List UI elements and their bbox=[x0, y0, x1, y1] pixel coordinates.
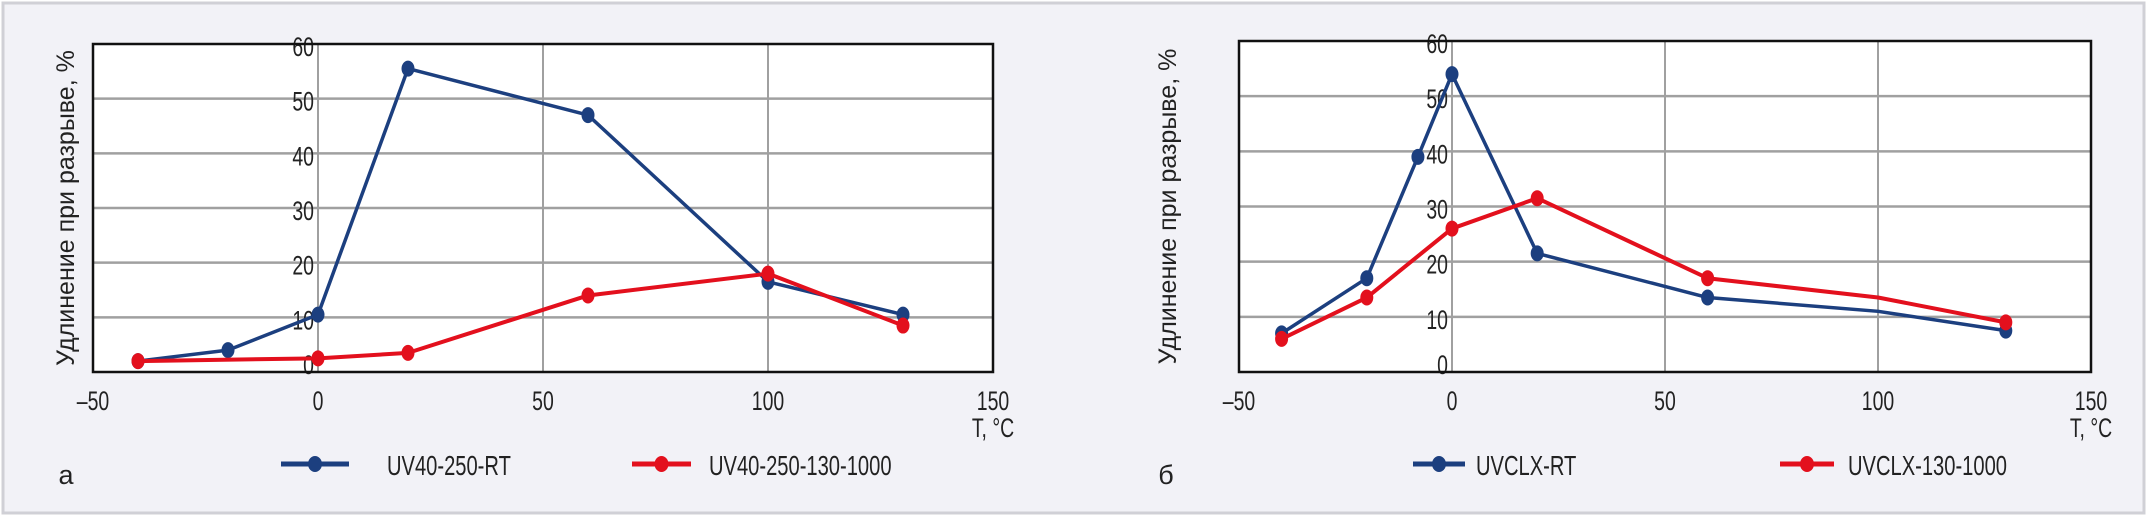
data-point bbox=[1411, 148, 1425, 165]
panel-label: а bbox=[58, 460, 74, 490]
x-tick-label: 100 bbox=[1862, 386, 1894, 416]
legend-label-1: UVCLX-130-1000 bbox=[1848, 451, 2007, 482]
data-point bbox=[1445, 220, 1459, 237]
data-point bbox=[131, 353, 145, 370]
y-tick-label: 40 bbox=[1426, 139, 1448, 169]
y-tick-label: 10 bbox=[1426, 305, 1448, 335]
y-tick-label: 40 bbox=[292, 141, 314, 171]
x-tick-label: 0 bbox=[1447, 386, 1458, 416]
legend-marker-0 bbox=[308, 456, 322, 472]
legend-label-0: UV40-250-RT bbox=[387, 451, 511, 482]
data-point bbox=[1701, 289, 1715, 306]
data-point bbox=[896, 306, 910, 323]
legend-marker-1 bbox=[654, 456, 669, 472]
x-tick-label: 150 bbox=[2075, 386, 2107, 416]
y-axis-title: Удлинение при разрыве, % bbox=[52, 50, 80, 366]
data-point bbox=[1360, 289, 1374, 306]
data-point bbox=[1275, 330, 1289, 347]
data-point bbox=[1999, 314, 2013, 331]
series-line-0 bbox=[1280, 72, 2007, 335]
data-point bbox=[896, 317, 910, 334]
y-tick-label: 20 bbox=[1426, 250, 1448, 280]
data-point bbox=[761, 265, 775, 282]
x-tick-label: –50 bbox=[77, 386, 109, 416]
plot-border bbox=[1237, 39, 2093, 374]
x-tick-label: 0 bbox=[313, 386, 324, 416]
plot-border bbox=[91, 42, 995, 374]
x-tick-label: 50 bbox=[532, 386, 554, 416]
panel-label: б bbox=[1158, 460, 1173, 490]
y-tick-label: 30 bbox=[1426, 194, 1448, 224]
data-point bbox=[1701, 270, 1715, 287]
y-tick-label: 60 bbox=[1426, 29, 1448, 59]
data-point bbox=[1530, 245, 1544, 262]
data-point bbox=[401, 344, 415, 361]
y-tick-label: 50 bbox=[1426, 84, 1448, 114]
data-point bbox=[1530, 190, 1544, 207]
x-axis-title: T, °C bbox=[972, 413, 1014, 443]
data-point bbox=[1445, 66, 1459, 83]
chart-panel-1: –50 0 50 100 150 0 10 20 30 40 50 60 UVCLX-RT UVCLX-1… bbox=[1154, 29, 2112, 490]
data-point bbox=[1360, 270, 1374, 287]
y-tick-label: 20 bbox=[292, 251, 314, 281]
legend-label-0: UVCLX-RT bbox=[1476, 451, 1576, 482]
legend-label-1: UV40-250-130-1000 bbox=[709, 451, 892, 482]
y-tick-label: 50 bbox=[292, 87, 314, 117]
x-tick-label: –50 bbox=[1223, 386, 1255, 416]
y-tick-label: 0 bbox=[303, 350, 314, 380]
data-point bbox=[401, 60, 415, 77]
y-axis-title: Удлинение при разрыве, % bbox=[1154, 49, 1182, 365]
y-tick-label: 30 bbox=[292, 196, 314, 226]
y-tick-label: 60 bbox=[292, 32, 314, 62]
data-point bbox=[311, 350, 325, 367]
x-tick-label: 150 bbox=[977, 386, 1009, 416]
data-point bbox=[311, 306, 325, 323]
legend-marker-1 bbox=[1800, 456, 1814, 472]
series-line-1 bbox=[137, 271, 904, 364]
data-point bbox=[221, 342, 235, 359]
data-point bbox=[581, 287, 595, 304]
y-tick-label: 0 bbox=[1437, 350, 1448, 380]
x-tick-label: 100 bbox=[752, 386, 784, 416]
legend-marker-0 bbox=[1432, 456, 1446, 472]
x-tick-label: 50 bbox=[1654, 386, 1676, 416]
x-axis-title: T, °C bbox=[2070, 413, 2112, 443]
data-point bbox=[581, 107, 595, 124]
